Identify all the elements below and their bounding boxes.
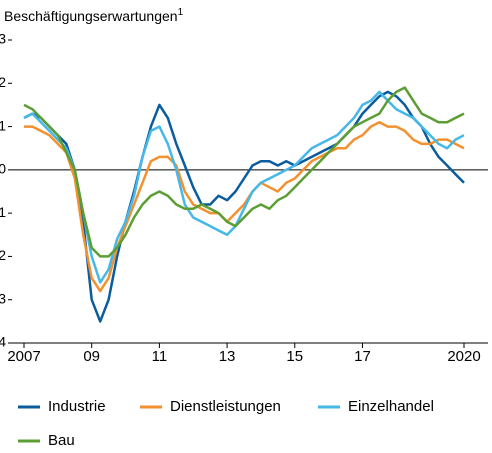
legend: Industrie Dienstleistungen Einzelhandel Bau <box>18 398 434 449</box>
series-line <box>23 90 465 284</box>
y-tick-label: -4 <box>0 334 6 350</box>
series-line <box>24 120 465 293</box>
series-line <box>23 90 465 323</box>
legend-label: Dienstleistungen <box>170 398 281 415</box>
x-tick-label: 2007 <box>7 348 40 365</box>
y-tick-label: -3 <box>0 290 6 306</box>
title-text: Beschäftigungserwartungen <box>4 8 178 24</box>
legend-label: Bau <box>48 432 75 449</box>
y-tick-label: 2 <box>0 74 6 90</box>
legend-label: Industrie <box>48 398 106 415</box>
x-tick-label: 13 <box>219 348 236 365</box>
x-tick-label: 09 <box>83 348 100 365</box>
x-tick-label: 17 <box>354 348 371 365</box>
y-tick-label: -1 <box>0 204 6 220</box>
y-tick-label: 0 <box>0 161 6 177</box>
y-tick-label: 1 <box>0 117 6 133</box>
x-tick-label: 11 <box>152 348 168 365</box>
x-tick-label: 2020 <box>447 348 480 365</box>
legend-label: Einzelhandel <box>348 398 434 415</box>
y-tick-label: 3 <box>0 31 6 47</box>
x-tick-label: 15 <box>286 348 303 365</box>
chart-title: Beschäftigungserwartungen1 <box>4 7 184 24</box>
series-line <box>23 86 465 258</box>
footnote-marker: 1 <box>178 7 184 18</box>
y-tick-label: -2 <box>0 247 6 263</box>
